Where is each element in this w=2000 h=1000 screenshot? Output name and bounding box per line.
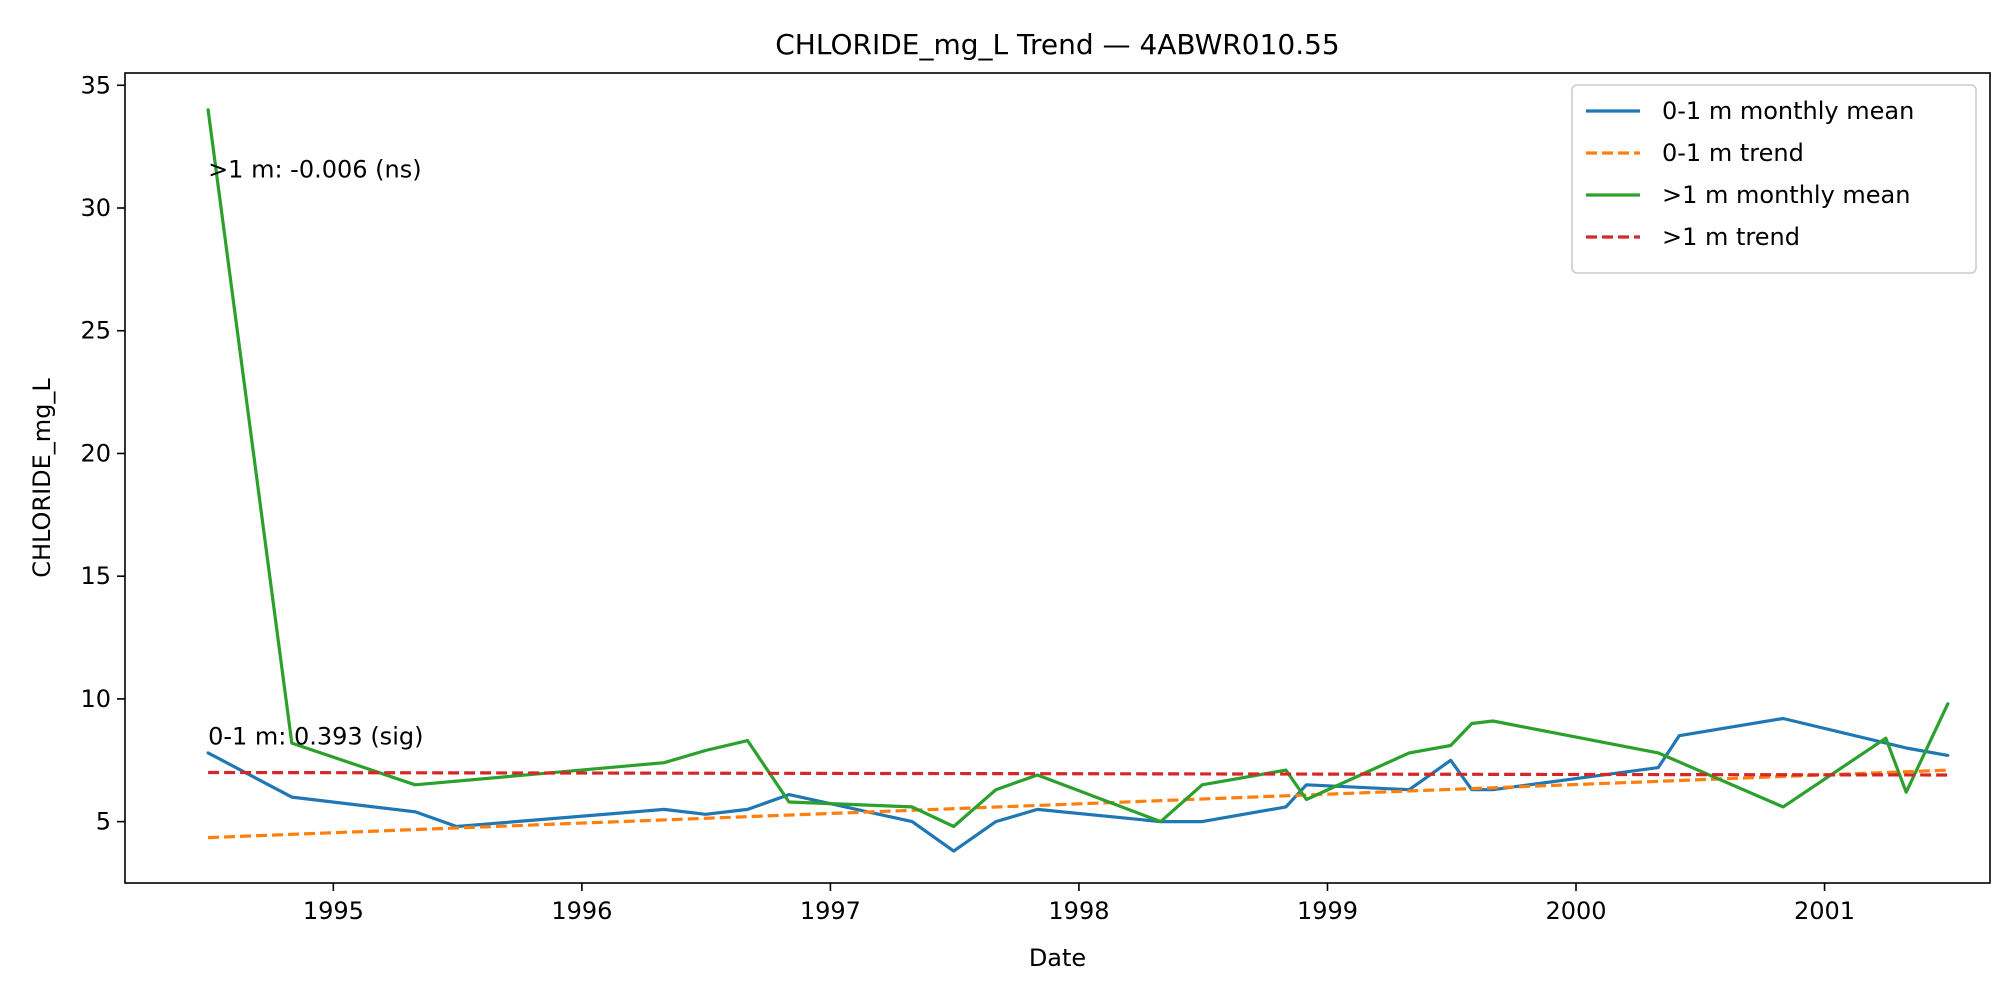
y-tick-label: 20: [80, 439, 111, 467]
annotations: >1 m: -0.006 (ns) 0-1 m: 0.393 (sig): [208, 156, 423, 751]
x-tick-label: 2001: [1794, 897, 1855, 925]
y-tick-label: 30: [80, 194, 111, 222]
y-tick-label: 25: [80, 317, 111, 345]
chart-title: CHLORIDE_mg_L Trend — 4ABWR010.55: [775, 28, 1339, 61]
annotation-label: 0-1 m: 0.393 (sig): [208, 723, 423, 751]
plot-area-frame: [124, 72, 1991, 884]
series-line-gt1-m-monthly-mean: [206, 108, 1950, 829]
x-tick-label: 1998: [1048, 897, 1109, 925]
y-tick-label: 15: [80, 562, 111, 590]
legend-label-0-1-m-monthly-mean: 0-1 m monthly mean: [1662, 97, 1914, 125]
legend-label-gt1-m-trend: >1 m trend: [1662, 223, 1800, 251]
annotation-label: >1 m: -0.006 (ns): [208, 156, 422, 184]
legend-box: [1571, 84, 1977, 274]
x-tick-label: 1995: [303, 897, 364, 925]
plot-series: [206, 108, 1950, 853]
y-tick-label: 35: [80, 71, 111, 99]
series-line-0-1-m-trend: [208, 768, 1948, 840]
series-line-gt1-m-trend: [208, 770, 1948, 777]
y-tick-label: 10: [80, 685, 111, 713]
x-tick-label: 1999: [1297, 897, 1358, 925]
x-tick-label: 2000: [1545, 897, 1606, 925]
x-tick-label: 1996: [551, 897, 612, 925]
legend-label-gt1-m-monthly-mean: >1 m monthly mean: [1662, 181, 1910, 209]
axes: 1995 1996 1997 1998 1999 2000 2001 5 10 15 20 25 30 3…: [80, 71, 1855, 925]
y-tick-label: 5: [96, 808, 111, 836]
legend-label-0-1-m-trend: 0-1 m trend: [1662, 139, 1804, 167]
legend: 0-1 m monthly mean 0-1 m trend >1 m monthl…: [1571, 84, 1977, 274]
x-axis-label: Date: [1029, 944, 1086, 972]
y-axis-label: CHLORIDE_mg_L: [28, 378, 56, 578]
x-tick-label: 1997: [800, 897, 861, 925]
